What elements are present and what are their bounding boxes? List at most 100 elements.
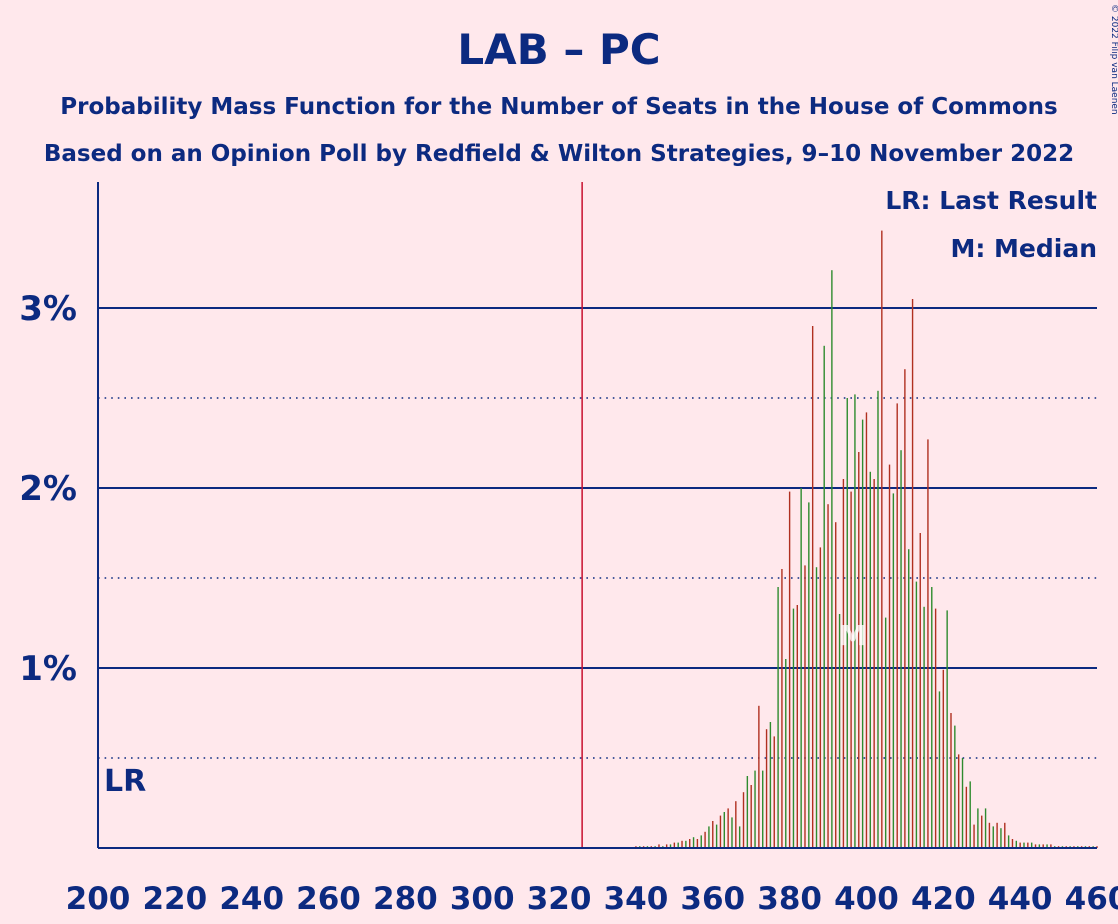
legend-median: M: Median [950,234,1097,263]
bar-415 [923,606,925,848]
bar-368 [742,792,745,848]
bar-420 [942,669,945,848]
bar-426 [965,786,968,848]
bar-421 [946,610,948,848]
bar-430 [981,815,983,848]
bar-401 [869,471,872,848]
x-tick-label: 360 [680,881,745,917]
bar-394 [842,479,845,848]
bar-346 [658,844,660,848]
bar-447 [1046,844,1048,848]
bar-418 [934,608,937,848]
x-tick-label: 340 [604,881,669,917]
bar-377 [777,587,779,848]
x-tick-label: 260 [296,881,361,917]
bar-443 [1030,842,1033,848]
chart-subtitle-1: Probability Mass Function for the Number… [60,94,1057,120]
x-tick-label: 320 [527,881,592,917]
bar-371 [754,770,756,848]
bar-356 [696,839,699,848]
bar-444 [1034,844,1037,848]
bar-390 [827,504,829,848]
bar-419 [938,691,941,848]
bar-355 [692,837,695,848]
bar-352 [681,840,683,848]
bar-427 [969,781,971,848]
axes: 200 220 240 260 280 300 320 340 360 380 400 420 440 4… [66,182,1118,917]
bar-391 [831,270,833,848]
bar-432 [988,822,991,848]
bar-383 [800,488,802,848]
bar-425 [961,758,964,848]
chart-title: LAB – PC [457,25,660,74]
bar-388 [819,547,822,848]
bar-362 [719,815,722,848]
bar-385 [808,502,810,848]
bar-364 [727,808,729,848]
bar-417 [931,587,933,848]
bar-365 [731,817,733,848]
bar-435 [1000,828,1002,848]
bar-387 [815,567,818,848]
bar-366 [735,801,737,848]
x-tick-label: 300 [450,881,515,917]
bar-361 [715,824,718,848]
bar-348 [665,844,668,848]
bar-349 [669,844,672,848]
y-tick-label: 2% [19,469,77,509]
bar-376 [773,736,775,848]
bar-395 [846,398,848,848]
bar-374 [765,729,768,848]
bar-429 [977,808,979,848]
bar-351 [677,842,679,848]
x-tick-label: 400 [834,881,899,917]
bar-380 [788,491,791,848]
bar-393 [838,614,841,848]
copyright-note: © 2022 Filip van Laenen [1109,4,1118,115]
x-tick-label: 460 [1065,881,1118,917]
chart-subtitle-2: Based on an Opinion Poll by Redfield & W… [44,141,1074,167]
x-tick-label: 240 [219,881,284,917]
bar-433 [992,826,994,848]
bar-416 [927,439,929,848]
bar-407 [892,493,895,848]
bar-437 [1007,835,1010,848]
bar-350 [673,842,676,848]
bar-379 [785,659,787,848]
bar-372 [758,705,760,848]
bar-354 [689,839,691,848]
median-label: M [839,619,867,652]
bar-384 [804,565,806,848]
bar-441 [1023,842,1025,848]
bar-411 [908,549,910,848]
bar-404 [881,230,883,849]
bar-358 [704,831,706,848]
x-tick-label: 280 [373,881,438,917]
bar-363 [723,812,725,848]
bar-396 [850,491,852,848]
bar-424 [957,754,960,848]
bar-408 [896,403,898,848]
bar-422 [950,713,952,848]
bar-402 [873,479,875,848]
bar-409 [900,450,902,848]
bar-359 [708,826,710,848]
y-tick-label: 1% [19,649,77,689]
bar-413 [915,581,918,848]
x-tick-label: 380 [757,881,822,917]
bar-386 [811,326,814,848]
y-tick-label: 3% [19,289,77,329]
bar-405 [884,617,887,848]
bar-353 [685,840,687,848]
bar-442 [1027,842,1029,848]
bar-448 [1050,844,1052,848]
bar-410 [904,369,906,848]
bar-423 [954,725,956,848]
bar-400 [865,412,868,848]
overlays: LR M [104,182,867,848]
legend-last-result: LR: Last Result [885,186,1097,215]
bar-431 [984,808,987,848]
bar-445 [1038,844,1041,848]
bar-446 [1042,844,1044,848]
